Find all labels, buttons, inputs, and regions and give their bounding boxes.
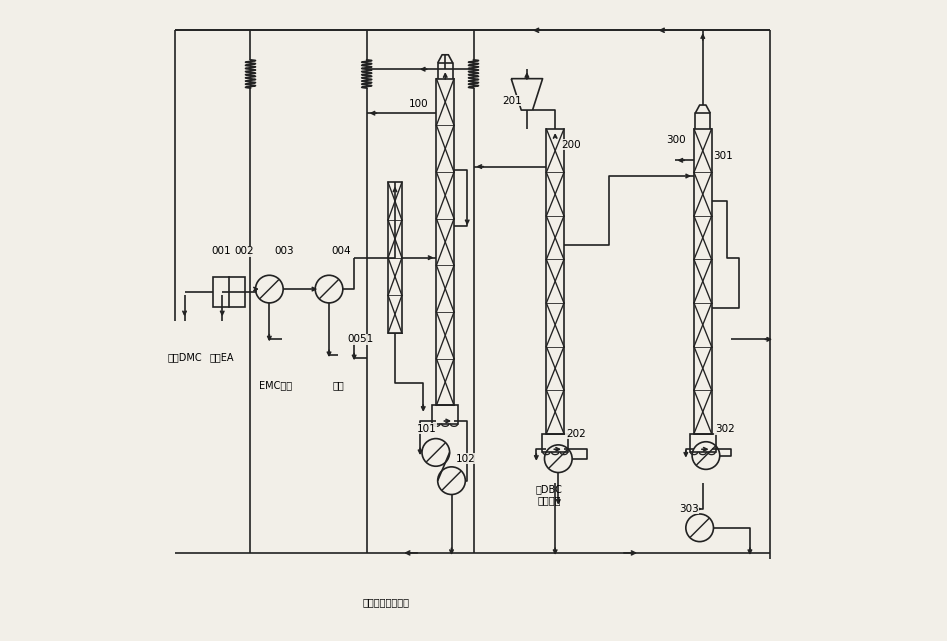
Text: EMC产品: EMC产品 bbox=[259, 380, 293, 390]
Text: 101: 101 bbox=[417, 424, 437, 433]
Bar bbox=[388, 182, 402, 333]
Text: 原料DMC: 原料DMC bbox=[168, 352, 202, 362]
Bar bbox=[213, 276, 245, 306]
Text: 004: 004 bbox=[331, 246, 351, 256]
Text: 302: 302 bbox=[715, 424, 735, 434]
Text: 201: 201 bbox=[503, 96, 523, 106]
Bar bbox=[546, 129, 564, 433]
Text: 301: 301 bbox=[714, 151, 733, 161]
Bar bbox=[694, 129, 711, 433]
Text: 原料EA: 原料EA bbox=[210, 352, 235, 362]
Text: 200: 200 bbox=[561, 140, 581, 149]
Text: 去DBC
精馏系统: 去DBC 精馏系统 bbox=[535, 484, 563, 505]
Bar bbox=[689, 433, 716, 453]
Bar bbox=[432, 405, 458, 424]
Text: 热水: 热水 bbox=[332, 380, 345, 390]
Text: 003: 003 bbox=[274, 246, 294, 256]
Text: 001: 001 bbox=[211, 246, 231, 256]
Bar bbox=[437, 79, 454, 405]
Bar bbox=[542, 433, 568, 453]
Text: 202: 202 bbox=[566, 429, 586, 438]
Text: 303: 303 bbox=[679, 504, 699, 514]
Text: 300: 300 bbox=[666, 135, 686, 146]
Text: 102: 102 bbox=[456, 454, 475, 463]
Text: 去共永物分离系统: 去共永物分离系统 bbox=[362, 597, 409, 607]
Text: 002: 002 bbox=[235, 246, 254, 256]
Text: 100: 100 bbox=[409, 99, 429, 109]
Text: 0051: 0051 bbox=[348, 335, 373, 344]
